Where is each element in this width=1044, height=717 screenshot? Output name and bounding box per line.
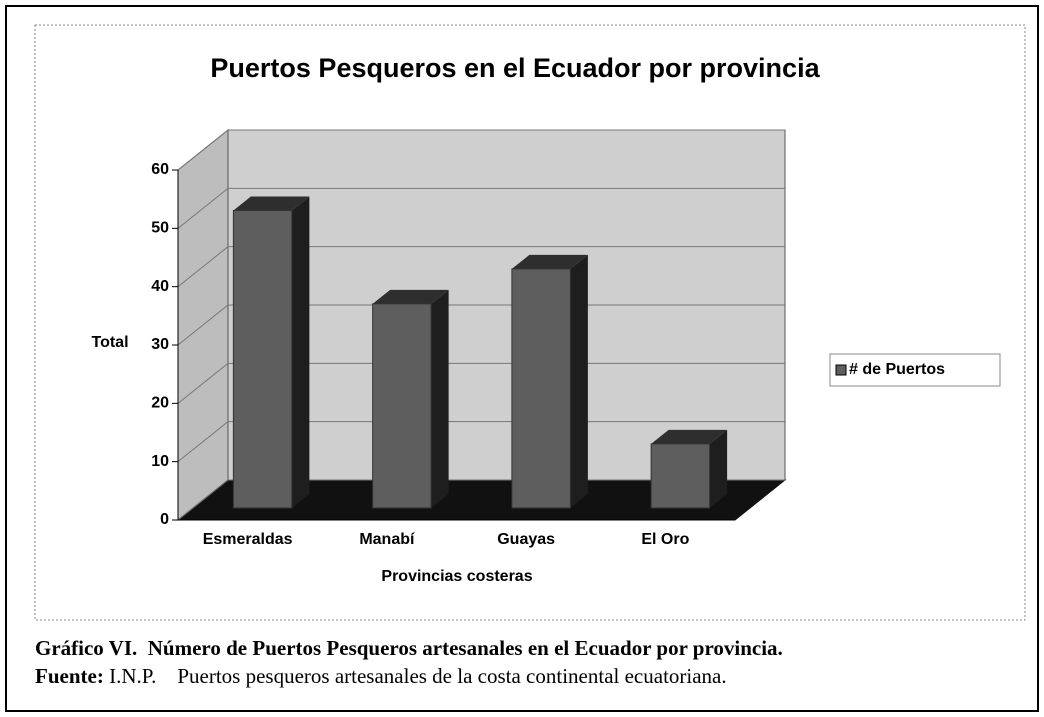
grid-line [177, 479, 785, 521]
legend-box [829, 353, 1001, 387]
bar-top [233, 196, 310, 211]
bar-side [291, 196, 310, 508]
bar [232, 196, 310, 509]
bar-front [650, 443, 711, 509]
bar-top [511, 254, 588, 269]
x-tick-label: Esmeraldas [203, 531, 293, 548]
source: Fuente: I.N.P. Puertos pesqueros artesan… [35, 664, 727, 689]
grid-line [177, 362, 785, 404]
bar-front [511, 268, 571, 509]
legend-label: # de Puertos [849, 361, 945, 378]
y-tick-label: 0 [160, 511, 169, 528]
grid-line [177, 187, 785, 229]
bar-side [431, 289, 449, 508]
y-tick-label: 10 [151, 453, 169, 470]
bar-side [709, 429, 728, 508]
y-tick-label: 60 [151, 161, 169, 178]
y-tick-label: 20 [151, 395, 169, 412]
bar-top [651, 429, 728, 444]
y-axis-title: Total [91, 334, 128, 351]
x-tick-label: El Oro [641, 531, 689, 548]
caption: Gráfico VI. Número de Puertos Pesqueros … [35, 636, 783, 661]
y-tick-label: 50 [151, 220, 169, 237]
grid-line [177, 421, 785, 463]
x-tick-label: Guayas [497, 531, 555, 548]
grid-line [177, 304, 785, 346]
y-tick-label: 40 [151, 278, 169, 295]
page-frame [5, 5, 1039, 712]
legend-swatch [835, 364, 847, 376]
caption-text: Número de Puertos Pesqueros artesanales … [147, 636, 783, 660]
chart-title: Puertos Pesqueros en el Ecuador por prov… [210, 53, 820, 83]
chart: Puertos Pesqueros en el Ecuador por prov… [34, 24, 1026, 621]
source-text: Puertos pesqueros artesanales de la cost… [177, 664, 727, 688]
bar [372, 289, 449, 509]
x-tick-label: Manabí [359, 531, 415, 548]
bar-front [232, 210, 293, 509]
source-org: I.N.P. [109, 664, 157, 688]
bar-front [372, 303, 432, 509]
source-label: Fuente: [35, 664, 104, 688]
y-tick-label: 30 [151, 336, 169, 353]
bar [511, 254, 588, 509]
x-axis-title: Provincias costeras [381, 568, 532, 585]
bar-top [372, 289, 449, 304]
grid-line [177, 246, 785, 288]
caption-label: Gráfico VI. [35, 636, 138, 660]
bar [650, 429, 728, 509]
grid-line [177, 129, 785, 171]
bar-side [570, 254, 588, 508]
chart-area [34, 24, 1026, 621]
